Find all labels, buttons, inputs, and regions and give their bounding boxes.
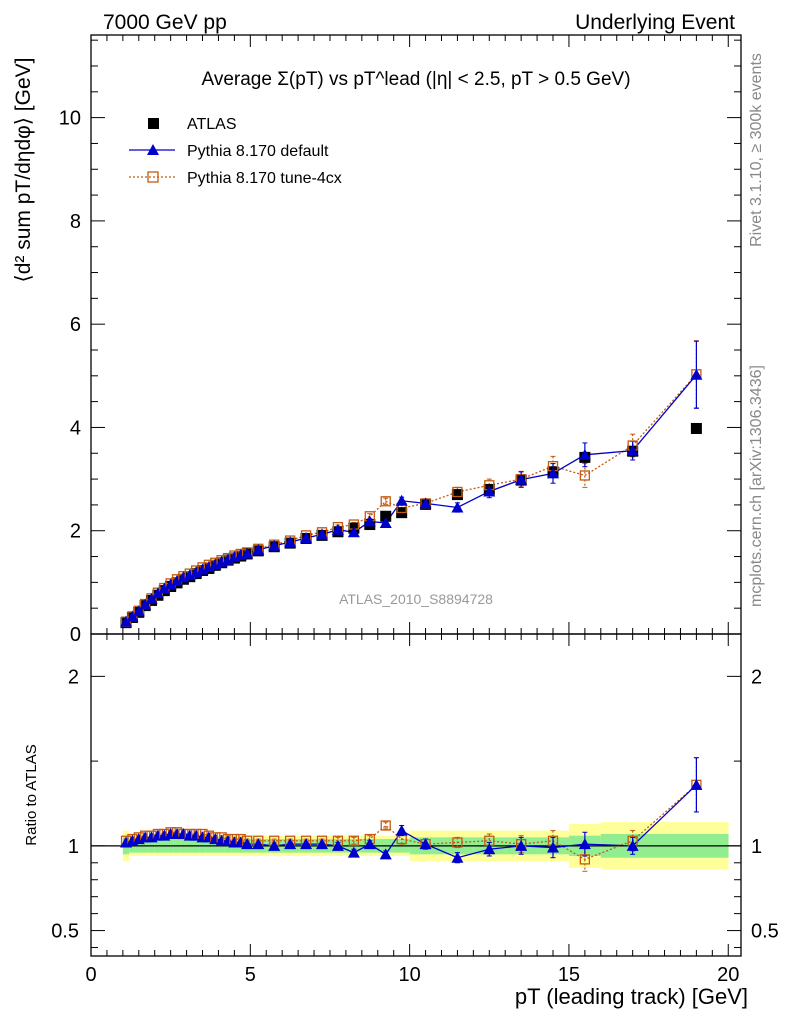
default-data-point <box>379 516 392 528</box>
ratio-default-point <box>241 838 254 850</box>
default-data-point <box>363 515 376 527</box>
ratio-default-point <box>395 824 408 836</box>
default-data-point <box>145 592 158 604</box>
ratio-default-point <box>252 838 265 850</box>
legend-tune-marker <box>147 171 159 183</box>
main-y-tick-label: 8 <box>70 211 81 233</box>
ratio-default-point <box>268 839 281 851</box>
legend: ATLAS Pythia 8.170 default Pythia 8.170 … <box>129 116 342 187</box>
ratio-y-tick-label-right: 0.5 <box>751 921 779 943</box>
default-data-point <box>164 578 177 590</box>
tune-data-point <box>579 470 591 481</box>
default-data-point <box>451 501 464 513</box>
rivet-label: Rivet 3.1.10, ≥ 300k events <box>748 53 765 247</box>
atlas-data-point <box>380 510 392 522</box>
default-data-point <box>158 582 171 594</box>
default-data-point <box>515 473 528 485</box>
main-y-tick-label: 6 <box>70 314 81 336</box>
ratio-default-point <box>626 839 639 851</box>
default-data-point <box>151 587 164 599</box>
atlas-data-point <box>451 489 463 501</box>
main-y-tick-label: 4 <box>70 417 81 439</box>
legend-atlas-marker <box>148 118 159 129</box>
default-data-point <box>252 543 265 555</box>
ratio-default-point <box>515 839 528 851</box>
legend-atlas-label: ATLAS <box>187 116 237 133</box>
ratio-default-point <box>284 838 297 850</box>
ratio-default-point <box>419 838 432 850</box>
default-data-point <box>132 605 145 617</box>
main-y-tick-label: 2 <box>70 521 81 543</box>
ratio-default-point <box>690 778 703 790</box>
ratio-y-tick-label-right: 1 <box>751 836 762 858</box>
default-data-point <box>284 536 297 548</box>
ratio-y-tick-label-left: 0.5 <box>51 921 79 943</box>
legend-default-label: Pythia 8.170 default <box>187 143 329 160</box>
ratio-default-point <box>483 843 496 855</box>
default-data-point <box>690 368 703 380</box>
default-data-point <box>171 574 184 586</box>
default-data-point <box>139 598 152 610</box>
ratio-default-point <box>578 838 591 850</box>
ratio-y-tick-label-right: 2 <box>751 666 762 688</box>
default-data-point <box>419 497 432 509</box>
ratio-default-point <box>379 848 392 860</box>
default-data-point <box>241 547 254 559</box>
default-data-point <box>578 448 591 460</box>
ratio-frame-border <box>90 633 742 957</box>
ratio-y-tick-label-left: 2 <box>68 666 79 688</box>
header-left: 7000 GeV pp <box>103 11 227 34</box>
tune-data-point <box>452 486 463 498</box>
plot-layer: 0 5 10 15 20 0 2 4 6 8 10 0.5 0.5 1 1 2 2 <box>51 35 779 986</box>
ratio-default-point <box>300 838 313 850</box>
x-tick-label: 0 <box>85 964 96 986</box>
ratio-default-point <box>451 851 464 863</box>
default-data-point <box>316 528 329 540</box>
main-y-axis-label: ⟨d² sum pT/dηdφ⟩ [GeV] <box>12 58 35 283</box>
ratio-tune-point <box>452 837 463 848</box>
ratio-tune-point <box>348 835 360 846</box>
default-data-point <box>300 531 313 543</box>
main-y-tick-label: 10 <box>59 108 81 130</box>
ratio-y-tick-label-left: 1 <box>68 836 79 858</box>
header-right: Underlying Event <box>575 11 735 34</box>
ratio-tune-point <box>579 854 591 865</box>
x-tick-label: 10 <box>399 964 421 986</box>
tune-series-line <box>125 373 697 623</box>
x-tick-label: 15 <box>558 964 580 986</box>
ratio-default-point <box>363 838 376 850</box>
ratio-tune-point <box>380 820 391 831</box>
default-data-point <box>126 610 139 622</box>
ratio-default-point <box>316 838 329 850</box>
ratio-default-point <box>347 846 360 858</box>
legend-default-marker <box>147 144 159 155</box>
default-data-point <box>483 485 496 497</box>
main-y-tick-label: 0 <box>70 624 81 646</box>
x-axis-label: pT (leading track) [GeV] <box>515 984 748 1009</box>
ratio-y-axis-label: Ratio to ATLAS <box>23 744 40 845</box>
legend-tune-label: Pythia 8.170 tune-4cx <box>187 170 342 187</box>
default-data-point <box>347 526 360 538</box>
default-data-point <box>331 523 344 535</box>
atlas-data-point <box>690 422 702 434</box>
x-tick-label: 5 <box>245 964 256 986</box>
ratio-default-point <box>331 839 344 851</box>
default-series-line <box>125 374 697 623</box>
default-data-point <box>395 494 408 506</box>
x-tick-label: 20 <box>717 964 739 986</box>
default-data-point <box>268 539 281 551</box>
default-data-point <box>183 569 196 581</box>
default-data-point <box>547 467 560 479</box>
ratio-default-point <box>547 841 560 853</box>
ratio-plot-panel <box>90 633 742 957</box>
mcplots-label: mcplots.cern.ch [arXiv:1306.3436] <box>748 365 765 607</box>
default-data-point <box>626 444 639 456</box>
analysis-watermark: ATLAS_2010_S8894728 <box>339 591 493 607</box>
plot-title: Average Σ(pT) vs pT^lead (|η| < 2.5, pT … <box>201 69 630 90</box>
tune-data-point <box>380 496 391 507</box>
default-data-point <box>120 615 133 627</box>
